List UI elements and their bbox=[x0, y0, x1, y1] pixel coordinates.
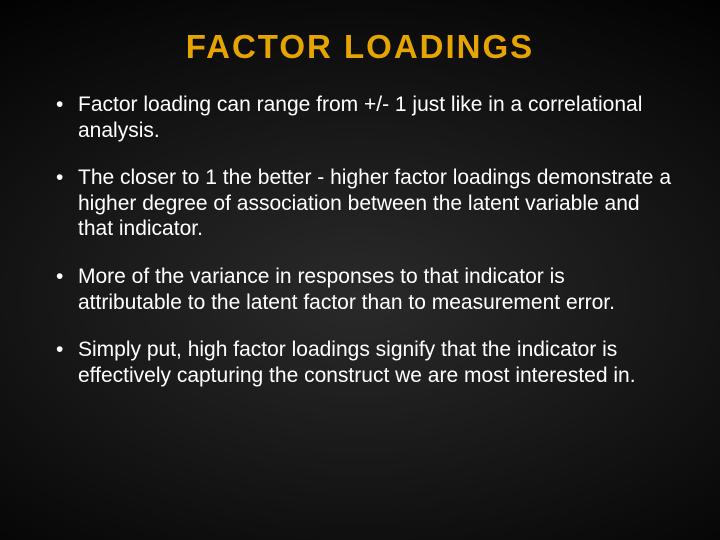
slide-title: FACTOR LOADINGS bbox=[40, 28, 680, 66]
bullet-list: Factor loading can range from +/- 1 just… bbox=[46, 92, 674, 388]
bullet-item: More of the variance in responses to tha… bbox=[46, 264, 674, 315]
bullet-item: Simply put, high factor loadings signify… bbox=[46, 337, 674, 388]
bullet-item: Factor loading can range from +/- 1 just… bbox=[46, 92, 674, 143]
slide-content: Factor loading can range from +/- 1 just… bbox=[40, 92, 680, 388]
slide-container: FACTOR LOADINGS Factor loading can range… bbox=[0, 0, 720, 540]
bullet-item: The closer to 1 the better - higher fact… bbox=[46, 165, 674, 242]
